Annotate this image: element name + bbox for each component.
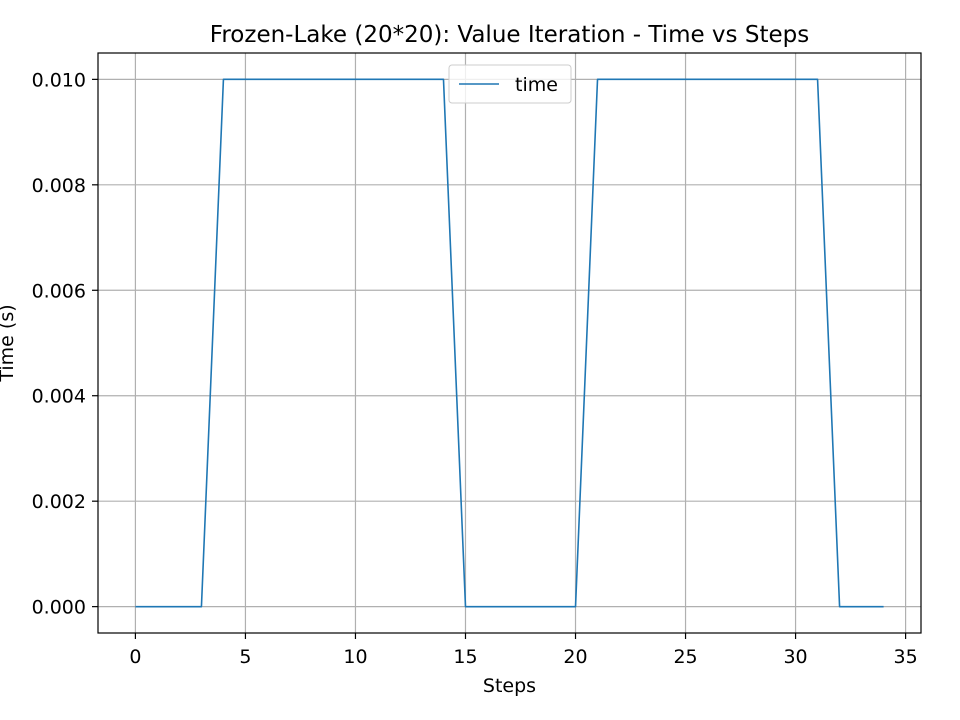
legend-label-time: time — [515, 74, 558, 96]
y-tick-label: 0.004 — [32, 386, 86, 408]
x-tick-label: 0 — [129, 646, 141, 668]
series-line-time — [135, 78, 884, 608]
y-tick-label: 0.002 — [32, 491, 86, 513]
plot-area — [98, 53, 921, 633]
legend-box — [448, 64, 572, 104]
grid-lines — [98, 53, 921, 633]
legend: time — [448, 64, 572, 104]
y-tick-label: 0.000 — [32, 597, 86, 619]
y-tick-label: 0.006 — [32, 280, 86, 302]
series-layer — [135, 78, 884, 608]
y-axis-title: Time (s) — [0, 304, 18, 382]
chart-title: Frozen-Lake (20*20): Value Iteration - T… — [210, 22, 809, 48]
y-axis: 0.000 0.002 0.004 0.006 0.008 0.010 — [32, 69, 98, 619]
y-tick-label: 0.008 — [32, 175, 86, 197]
x-axis: 0 5 10 15 20 25 30 35 — [129, 633, 918, 668]
x-tick-label: 35 — [894, 646, 918, 668]
x-tick-label: 10 — [343, 646, 367, 668]
y-tick-label: 0.010 — [32, 69, 86, 91]
x-tick-label: 25 — [673, 646, 697, 668]
x-tick-label: 5 — [239, 646, 251, 668]
x-axis-title: Steps — [483, 675, 536, 697]
x-tick-label: 30 — [783, 646, 807, 668]
x-tick-label: 20 — [563, 646, 587, 668]
plot-frame — [97, 52, 922, 634]
x-tick-label: 15 — [453, 646, 477, 668]
